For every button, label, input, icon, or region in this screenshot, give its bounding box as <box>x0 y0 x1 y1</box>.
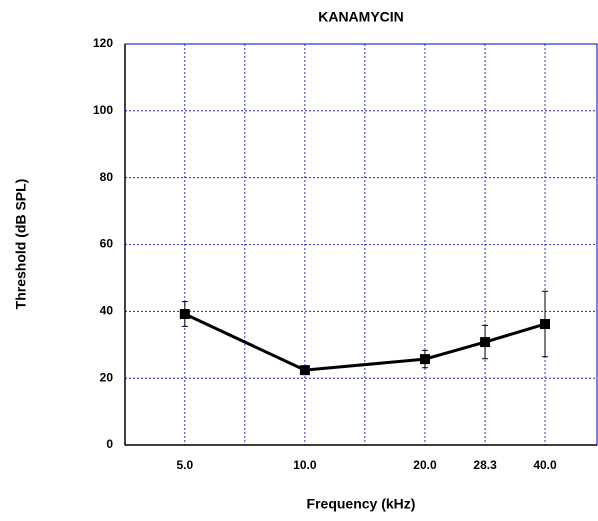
x-tick-label: 20.0 <box>413 458 437 472</box>
marker <box>419 354 430 365</box>
x-axis-label: Frequency (kHz) <box>307 496 416 512</box>
y-tick-label: 40 <box>100 304 114 318</box>
marker <box>179 309 190 320</box>
marker <box>540 319 551 330</box>
y-axis-label: Threshold (dB SPL) <box>13 179 29 310</box>
y-tick-label: 80 <box>100 170 114 184</box>
x-tick-label: 10.0 <box>293 458 317 472</box>
y-tick-label: 20 <box>100 370 114 384</box>
y-tick-label: 0 <box>106 437 113 451</box>
marker <box>480 337 491 348</box>
chart-title: KANAMYCIN <box>318 9 404 25</box>
x-tick-label: 28.3 <box>473 458 497 472</box>
marker <box>299 365 310 376</box>
y-tick-label: 100 <box>93 103 113 117</box>
x-tick-label: 40.0 <box>533 458 557 472</box>
y-tick-label: 60 <box>100 237 114 251</box>
x-tick-label: 5.0 <box>176 458 193 472</box>
y-tick-label: 120 <box>93 36 113 50</box>
